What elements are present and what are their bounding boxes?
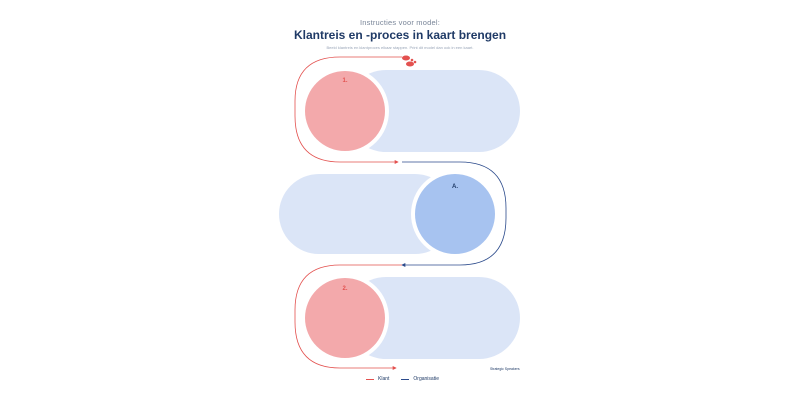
- legend: Klant Organisatie: [366, 376, 439, 382]
- step-a-label: A.: [452, 184, 458, 190]
- klant-path-1: [294, 56, 402, 164]
- klant-path-2: [294, 264, 402, 370]
- legend-label-klant: Klant: [378, 376, 390, 382]
- step-1-card: [345, 70, 520, 152]
- footprints-icon: [402, 55, 417, 67]
- step-2: 2.: [294, 264, 520, 370]
- step-a-circle: [415, 174, 495, 254]
- step-a-card: [279, 174, 455, 254]
- step-2-circle: [305, 278, 385, 358]
- page-title: Klantreis en -proces in kaart brengen: [293, 28, 507, 42]
- legend-item-organisatie: Organisatie: [401, 376, 439, 382]
- step-2-card: [345, 277, 520, 359]
- legend-label-organisatie: Organisatie: [413, 376, 439, 382]
- step-a: A.: [279, 161, 507, 267]
- legend-item-klant: Klant: [366, 376, 389, 382]
- header-description: Beeld klantreis en klantproces elkaar st…: [326, 45, 474, 50]
- step-1-label: 1.: [342, 78, 347, 84]
- header-subtitle: Instructies voor model:: [359, 18, 441, 27]
- credit-text: Strategic Speakers: [490, 367, 520, 371]
- step-1-circle: [305, 71, 385, 151]
- step-2-label: 2.: [342, 286, 347, 292]
- header: Instructies voor model: Klantreis en -pr…: [0, 18, 800, 50]
- legend-swatch-klant: [366, 378, 374, 380]
- organisatie-path: [401, 161, 507, 267]
- step-1: 1.: [294, 56, 520, 164]
- legend-swatch-organisatie: [401, 378, 410, 380]
